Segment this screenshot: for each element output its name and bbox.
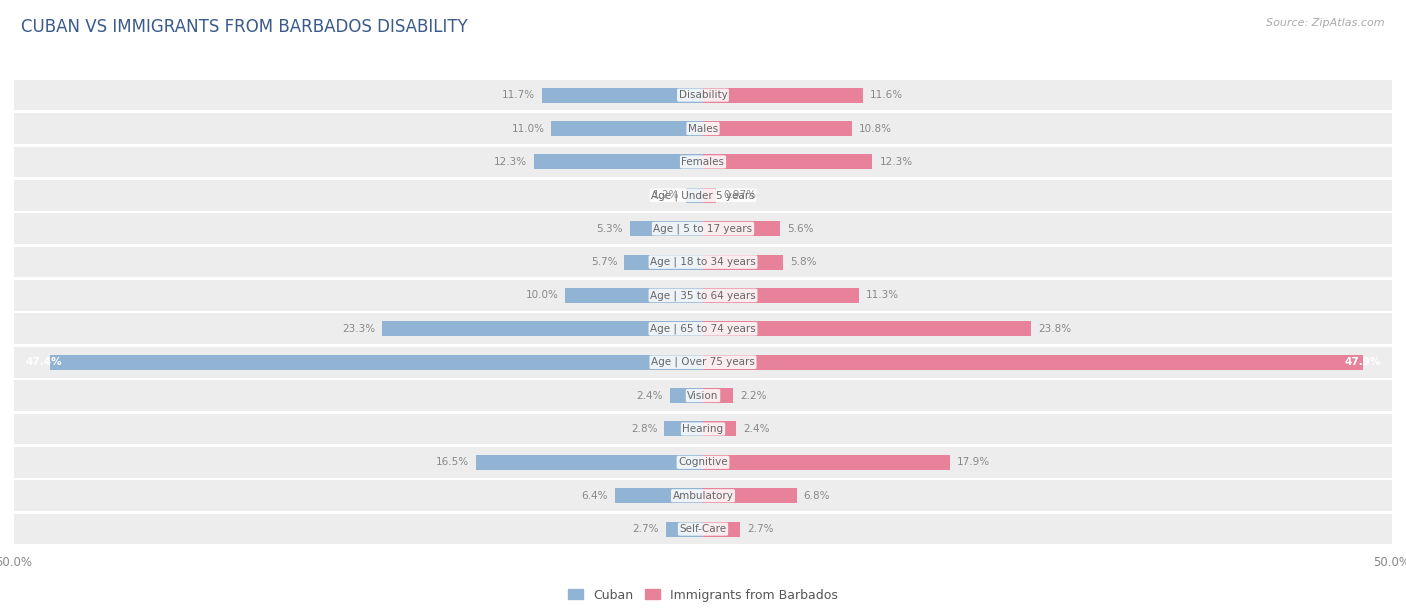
Bar — [703, 154, 873, 170]
Text: 23.3%: 23.3% — [342, 324, 375, 334]
Text: Age | Under 5 years: Age | Under 5 years — [651, 190, 755, 201]
Bar — [703, 188, 717, 203]
Bar — [533, 154, 703, 170]
Text: 11.3%: 11.3% — [866, 291, 898, 300]
Text: 2.2%: 2.2% — [740, 390, 766, 401]
Bar — [14, 447, 1392, 478]
Text: Age | Over 75 years: Age | Over 75 years — [651, 357, 755, 367]
Bar — [703, 288, 859, 303]
Text: 11.6%: 11.6% — [870, 90, 903, 100]
Text: 2.4%: 2.4% — [637, 390, 664, 401]
Bar — [14, 380, 1392, 411]
Text: 6.4%: 6.4% — [582, 491, 607, 501]
Text: 10.8%: 10.8% — [859, 124, 891, 133]
Text: 11.0%: 11.0% — [512, 124, 544, 133]
Bar — [703, 88, 863, 103]
Legend: Cuban, Immigrants from Barbados: Cuban, Immigrants from Barbados — [562, 584, 844, 606]
Text: Females: Females — [682, 157, 724, 167]
Bar — [14, 480, 1392, 511]
Text: 2.8%: 2.8% — [631, 424, 658, 434]
Bar — [624, 255, 703, 269]
Text: Vision: Vision — [688, 390, 718, 401]
Text: 5.7%: 5.7% — [591, 257, 617, 267]
Bar — [703, 221, 780, 236]
Bar — [382, 321, 703, 337]
Bar — [630, 221, 703, 236]
Bar — [541, 88, 703, 103]
Bar — [14, 347, 1392, 378]
Bar — [14, 414, 1392, 444]
Bar — [666, 521, 703, 537]
Bar — [14, 80, 1392, 111]
Bar — [703, 521, 740, 537]
Bar — [49, 355, 703, 370]
Bar — [14, 513, 1392, 545]
Bar — [14, 146, 1392, 177]
Text: 23.8%: 23.8% — [1038, 324, 1071, 334]
Bar — [14, 313, 1392, 344]
Bar — [703, 455, 949, 470]
Bar — [14, 280, 1392, 311]
Text: Disability: Disability — [679, 90, 727, 100]
Text: Self-Care: Self-Care — [679, 524, 727, 534]
Bar — [14, 247, 1392, 277]
Bar — [686, 188, 703, 203]
Text: 0.97%: 0.97% — [723, 190, 756, 200]
Bar — [475, 455, 703, 470]
Text: 17.9%: 17.9% — [956, 457, 990, 468]
Text: 12.3%: 12.3% — [494, 157, 527, 167]
Text: Age | 5 to 17 years: Age | 5 to 17 years — [654, 223, 752, 234]
Text: Age | 18 to 34 years: Age | 18 to 34 years — [650, 257, 756, 267]
Text: 11.7%: 11.7% — [502, 90, 534, 100]
Bar — [14, 180, 1392, 211]
Text: 5.3%: 5.3% — [596, 223, 623, 234]
Text: Cognitive: Cognitive — [678, 457, 728, 468]
Text: Ambulatory: Ambulatory — [672, 491, 734, 501]
Text: 12.3%: 12.3% — [879, 157, 912, 167]
Bar — [703, 388, 734, 403]
Text: 16.5%: 16.5% — [436, 457, 468, 468]
Bar — [703, 121, 852, 136]
Text: Hearing: Hearing — [682, 424, 724, 434]
Text: 47.4%: 47.4% — [25, 357, 62, 367]
Text: 5.8%: 5.8% — [790, 257, 817, 267]
Bar — [703, 255, 783, 269]
Text: Age | 35 to 64 years: Age | 35 to 64 years — [650, 290, 756, 300]
Text: CUBAN VS IMMIGRANTS FROM BARBADOS DISABILITY: CUBAN VS IMMIGRANTS FROM BARBADOS DISABI… — [21, 18, 468, 36]
Text: Source: ZipAtlas.com: Source: ZipAtlas.com — [1267, 18, 1385, 28]
Text: 2.4%: 2.4% — [742, 424, 769, 434]
Text: 2.7%: 2.7% — [747, 524, 773, 534]
Bar — [703, 355, 1362, 370]
Text: 5.6%: 5.6% — [787, 223, 814, 234]
Bar — [703, 321, 1031, 337]
Text: Males: Males — [688, 124, 718, 133]
Bar — [665, 422, 703, 436]
Text: 2.7%: 2.7% — [633, 524, 659, 534]
Bar — [14, 214, 1392, 244]
Bar — [565, 288, 703, 303]
Text: 10.0%: 10.0% — [526, 291, 558, 300]
Text: Age | 65 to 74 years: Age | 65 to 74 years — [650, 324, 756, 334]
Bar — [703, 488, 797, 503]
Bar — [14, 113, 1392, 144]
Bar — [669, 388, 703, 403]
Text: 1.2%: 1.2% — [652, 190, 679, 200]
Bar — [551, 121, 703, 136]
Text: 47.9%: 47.9% — [1344, 357, 1381, 367]
Text: 6.8%: 6.8% — [804, 491, 830, 501]
Bar — [614, 488, 703, 503]
Bar — [703, 422, 737, 436]
